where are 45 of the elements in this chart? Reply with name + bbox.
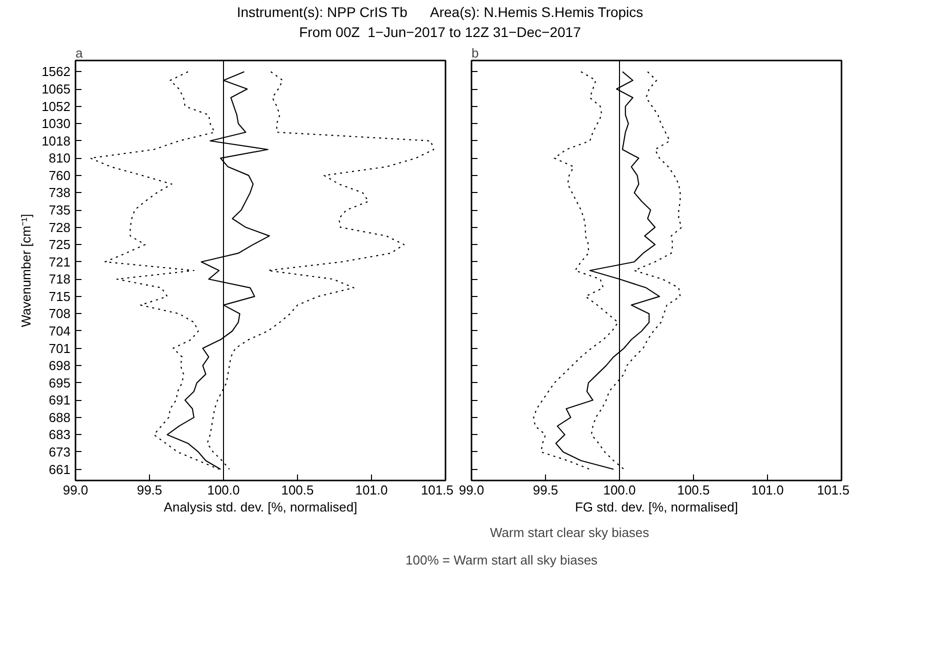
y-tick-label: 735 — [48, 202, 71, 218]
x-tick-label: 100.0 — [207, 482, 240, 498]
x-tick-label: 99.0 — [458, 482, 484, 498]
y-tick-label: 738 — [48, 184, 71, 200]
x-axis-title: Analysis std. dev. [%, normalised] — [164, 499, 358, 514]
annotation: b — [472, 45, 479, 60]
x-tick-label: 99.5 — [532, 482, 558, 498]
y-tick-label: 673 — [48, 444, 71, 460]
y-tick-label: 688 — [48, 410, 71, 425]
y-tick-label: 725 — [48, 236, 71, 252]
y-axis-title: Wavenumber [cm⁻¹] — [18, 213, 34, 327]
text: 100% = Warm start all sky biases — [406, 552, 598, 568]
y-tick-label: 704 — [48, 323, 71, 338]
y-tick-label: 691 — [48, 392, 71, 408]
y-tick-label: 760 — [48, 168, 71, 183]
y-tick-label: 1562 — [42, 64, 70, 79]
x-tick-label: 101.5 — [420, 482, 454, 498]
y-tick-label: 728 — [48, 219, 71, 234]
y-tick-label: 695 — [48, 374, 71, 390]
y-tick-label: 661 — [48, 461, 71, 476]
y-tick-label: 1030 — [42, 116, 70, 131]
chart-subtitle: From 00Z 1−Jun−2017 to 12Z 31−Dec−2017 — [299, 24, 581, 40]
x-tick-label: 101.0 — [751, 482, 784, 498]
x-tick-label: 100.0 — [603, 482, 636, 498]
y-tick-label: 810 — [48, 150, 71, 166]
text: Warm start clear sky biases — [490, 525, 650, 540]
x-axis-title: FG std. dev. [%, normalised] — [574, 499, 738, 514]
x-tick-label: 101.5 — [816, 482, 850, 498]
y-tick-label: 1052 — [42, 98, 70, 114]
y-tick-label: 718 — [48, 271, 71, 286]
y-tick-label: 1065 — [42, 81, 70, 96]
y-tick-label: 701 — [48, 340, 71, 356]
x-tick-label: 101.0 — [355, 482, 388, 498]
x-tick-label: 100.5 — [281, 482, 314, 498]
y-tick-label: 1018 — [42, 132, 70, 148]
y-tick-label: 708 — [48, 306, 71, 321]
annotation: a — [76, 45, 84, 60]
y-tick-label: 683 — [48, 426, 71, 442]
y-tick-label: 698 — [48, 358, 71, 373]
x-tick-label: 99.0 — [62, 482, 88, 498]
y-tick-label: 721 — [48, 254, 71, 269]
x-tick-label: 99.5 — [136, 482, 162, 498]
x-tick-label: 100.5 — [677, 482, 710, 498]
chart-title: Instrument(s): NPP CrIS Tb Area(s): N.Hemis S.Hemis Tropics — [236, 4, 644, 20]
y-tick-label: 715 — [48, 288, 71, 304]
